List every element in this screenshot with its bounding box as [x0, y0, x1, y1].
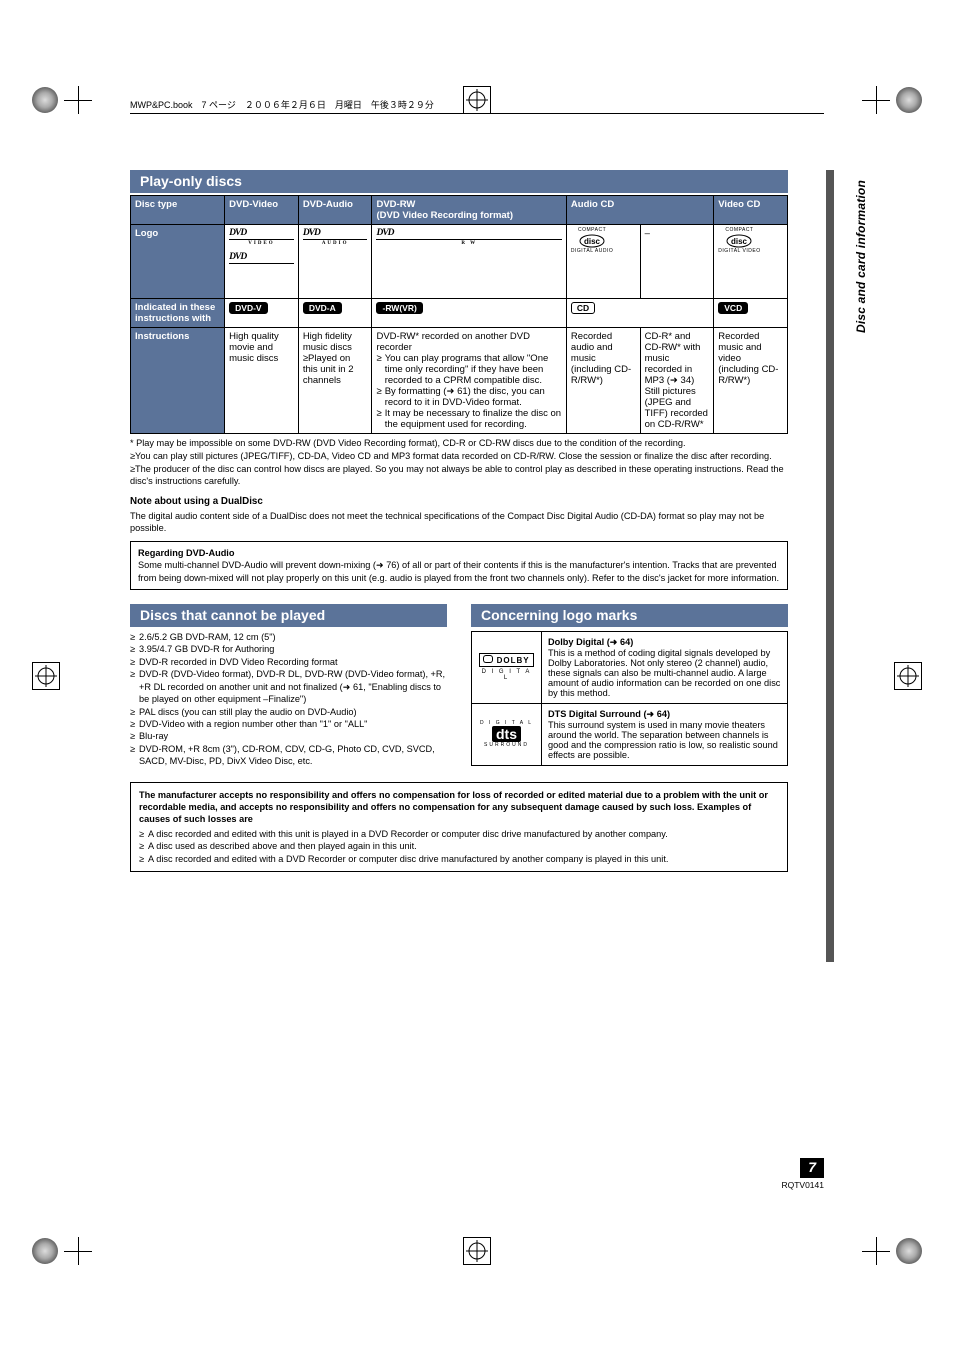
crop-mark-br	[862, 1237, 922, 1265]
instructions-cell: Recorded audio and music (including CD-R…	[566, 328, 640, 434]
disclaimer-bold: The manufacturer accepts no responsibili…	[139, 790, 768, 825]
disc-table: Disc type DVD-Video DVD-Audio DVD-RW (DV…	[130, 195, 788, 434]
row-header: Indicated in these instructions with	[131, 299, 225, 328]
page-content: Play-only discs Disc type DVD-Video DVD-…	[130, 170, 788, 872]
list-item: ≥PAL discs (you can still play the audio…	[130, 706, 447, 718]
chapter-label: Disc and card information	[854, 180, 868, 333]
list-item: ≥DVD-R recorded in DVD Video Recording f…	[130, 656, 447, 668]
dvdaudio-body: Some multi-channel DVD-Audio will preven…	[138, 559, 780, 584]
instructions-cell: High quality movie and music discs	[225, 328, 299, 434]
svg-text:disc: disc	[584, 237, 601, 246]
row-header: Instructions	[131, 328, 225, 434]
col-header: DVD-Video	[225, 196, 299, 225]
list-item: ≥A disc recorded and edited with this un…	[139, 828, 779, 840]
list-item: ≥3.95/4.7 GB DVD-R for Authoring	[130, 643, 447, 655]
table-row: Instructions High quality movie and musi…	[131, 328, 788, 434]
instructions-cell: Recorded music and video (including CD-R…	[714, 328, 788, 434]
crop-mark-tr	[862, 86, 922, 114]
list-item: ≥2.6/5.2 GB DVD-RAM, 12 cm (5")	[130, 631, 447, 643]
table-row: Logo DVDVIDEO DVD DVDAUDIO DVDR W COMPAC…	[131, 225, 788, 299]
footnote: ≥The producer of the disc can control ho…	[130, 464, 788, 488]
dvdaudio-heading: Regarding DVD-Audio	[138, 547, 780, 559]
list-item: ≥A disc used as described above and then…	[139, 840, 779, 852]
print-sheet: MWP&PC.book 7 ページ ２００６年２月６日 月曜日 午後３時２９分 …	[0, 0, 954, 1351]
table-row: D I G I T A L dts SURROUND DTS Digital S…	[472, 703, 788, 765]
list-item: ≥DVD-R (DVD-Video format), DVD-R DL, DVD…	[130, 668, 447, 705]
cannot-play-column: Discs that cannot be played ≥2.6/5.2 GB …	[130, 604, 447, 768]
svg-text:disc: disc	[731, 237, 748, 246]
crop-mark-tl	[32, 86, 92, 114]
col-header: DVD-RW (DVD Video Recording format)	[372, 196, 566, 225]
dualdisc-heading: Note about using a DualDisc	[130, 496, 788, 507]
cannot-play-list: ≥2.6/5.2 GB DVD-RAM, 12 cm (5") ≥3.95/4.…	[130, 631, 447, 768]
page-number-block: 7 RQTV0141	[781, 1158, 824, 1190]
no-logo: –	[640, 225, 714, 299]
dvd-audio-logo: DVDAUDIO	[298, 225, 372, 299]
disclaimer-box: The manufacturer accepts no responsibili…	[130, 782, 788, 873]
dvd-video-logo: DVDVIDEO DVD	[225, 225, 299, 299]
section-title-logo-marks: Concerning logo marks	[471, 604, 788, 627]
crop-mark-bl	[32, 1237, 92, 1265]
table-row: Disc type DVD-Video DVD-Audio DVD-RW (DV…	[131, 196, 788, 225]
footnote: ≥You can play still pictures (JPEG/TIFF)…	[130, 451, 788, 463]
list-item: ≥A disc recorded and edited with a DVD R…	[139, 853, 779, 865]
dts-icon: D I G I T A L dts SURROUND	[472, 703, 542, 765]
indicator-badge: DVD-A	[303, 302, 342, 314]
logo-marks-table: DOLBY D I G I T A L Dolby Digital (➜ 64)…	[471, 631, 788, 766]
chapter-tab	[826, 170, 834, 962]
col-header: DVD-Audio	[298, 196, 372, 225]
indicator-badge: CD	[571, 302, 595, 314]
registration-mark-bottom	[463, 1237, 491, 1265]
instructions-cell: High fidelity music discs ≥Played on thi…	[298, 328, 372, 434]
section-title-play-only: Play-only discs	[130, 170, 788, 193]
col-header: Video CD	[714, 196, 788, 225]
header-line: MWP&PC.book 7 ページ ２００６年２月６日 月曜日 午後３時２９分	[130, 98, 824, 114]
list-item: ≥DVD-ROM, +R 8cm (3"), CD-ROM, CDV, CD-G…	[130, 743, 447, 768]
audio-cd-logo: COMPACT disc DIGITAL AUDIO	[566, 225, 640, 299]
instructions-cell: DVD-RW* recorded on another DVD recorder…	[372, 328, 566, 434]
table-row: DOLBY D I G I T A L Dolby Digital (➜ 64)…	[472, 631, 788, 703]
section-title-cannot-play: Discs that cannot be played	[130, 604, 447, 627]
logo-marks-column: Concerning logo marks DOLBY D I G I T A …	[471, 604, 788, 768]
dolby-icon: DOLBY D I G I T A L	[472, 631, 542, 703]
page-number: 7	[800, 1158, 824, 1178]
dolby-description: Dolby Digital (➜ 64) This is a method of…	[542, 631, 788, 703]
registration-mark-right	[894, 662, 922, 690]
indicator-badge: VCD	[718, 302, 748, 314]
col-header: Audio CD	[566, 196, 713, 225]
table-row: Indicated in these instructions with DVD…	[131, 299, 788, 328]
row-header: Disc type	[131, 196, 225, 225]
document-code: RQTV0141	[781, 1180, 824, 1190]
row-header: Logo	[131, 225, 225, 299]
indicator-badge: -RW(VR)	[376, 302, 422, 314]
registration-mark-left	[32, 662, 60, 690]
footnote: * Play may be impossible on some DVD-RW …	[130, 438, 788, 450]
indicator-badge: DVD-V	[229, 302, 267, 314]
video-cd-logo: COMPACT disc DIGITAL VIDEO	[714, 225, 788, 299]
instructions-cell: CD-R* and CD-RW* with music recorded in …	[640, 328, 714, 434]
dualdisc-body: The digital audio content side of a Dual…	[130, 511, 788, 535]
dvd-rw-logo: DVDR W	[372, 225, 566, 299]
list-item: ≥DVD-Video with a region number other th…	[130, 718, 447, 730]
list-item: ≥Blu-ray	[130, 730, 447, 742]
footnotes: * Play may be impossible on some DVD-RW …	[130, 438, 788, 488]
dts-description: DTS Digital Surround (➜ 64) This surroun…	[542, 703, 788, 765]
dvdaudio-box: Regarding DVD-Audio Some multi-channel D…	[130, 541, 788, 590]
